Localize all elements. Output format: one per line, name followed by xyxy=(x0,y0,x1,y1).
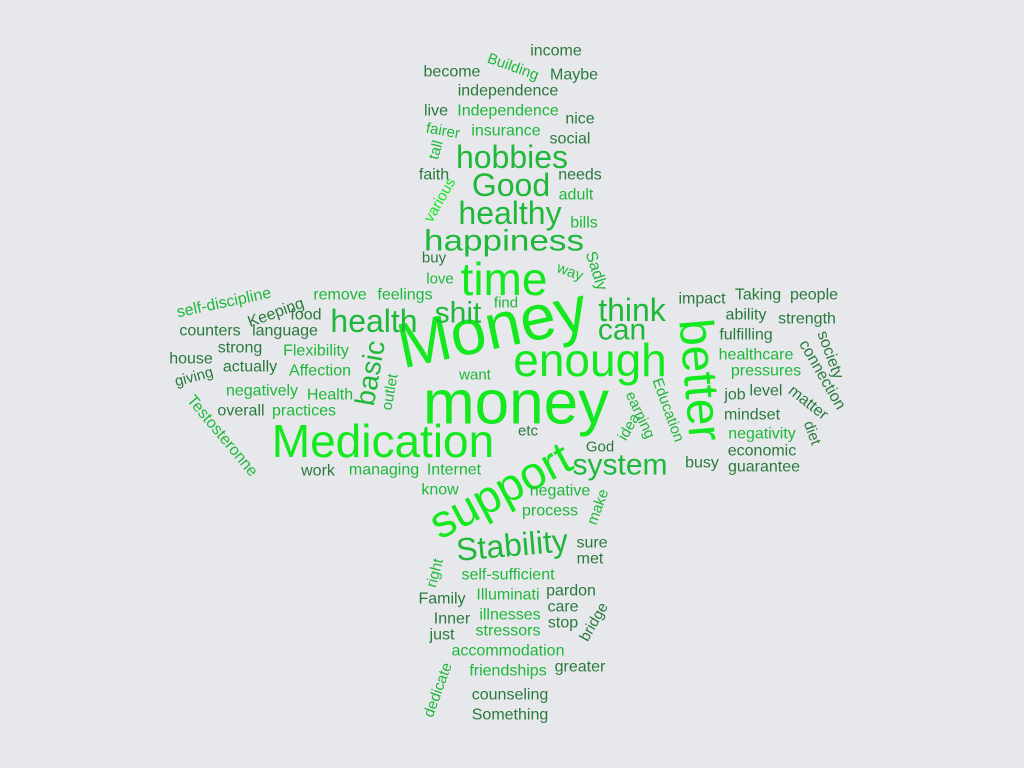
word-language: language xyxy=(252,323,318,340)
word-enough: enough xyxy=(513,334,667,386)
word-counters: counters xyxy=(179,323,240,340)
word-independence: Independence xyxy=(457,103,559,120)
word-internet: Internet xyxy=(427,462,482,479)
word-bills: bills xyxy=(570,215,598,232)
word-overall: overall xyxy=(217,403,264,420)
word-dedicate: dedicate xyxy=(420,660,455,719)
word-economic: economic xyxy=(728,443,796,460)
word-fairer: fairer xyxy=(425,120,462,143)
word-self-sufficient: self-sufficient xyxy=(461,567,555,584)
word-giving: giving xyxy=(173,364,215,391)
word-strength: strength xyxy=(778,311,836,328)
word-better: better xyxy=(668,317,731,444)
word-become: become xyxy=(424,64,481,81)
word-fulfilling: fulfilling xyxy=(719,327,772,344)
word-right: right xyxy=(423,556,447,589)
word-healthcare: healthcare xyxy=(719,347,794,364)
word-counseling: counseling xyxy=(472,687,549,704)
word-ability: ability xyxy=(726,307,767,324)
word-social: social xyxy=(550,131,591,148)
word-affection: Affection xyxy=(289,363,351,380)
word-medication: Medication xyxy=(272,415,494,467)
word-stop: stop xyxy=(548,615,578,632)
word-god: God xyxy=(586,439,614,456)
word-faith: faith xyxy=(419,167,449,184)
word-flexibility: Flexibility xyxy=(283,343,349,360)
word-illuminati: Illuminati xyxy=(476,587,539,604)
word-nice: nice xyxy=(565,111,594,128)
word-level: level xyxy=(750,383,783,400)
word-pardon: pardon xyxy=(546,583,596,600)
word-house: house xyxy=(169,351,213,368)
word-sure: sure xyxy=(576,535,607,552)
word-strong: strong xyxy=(218,340,262,357)
word-maybe: Maybe xyxy=(550,67,598,84)
word-remove: remove xyxy=(313,287,366,304)
word-health: health xyxy=(330,303,417,339)
word-met: met xyxy=(577,551,604,568)
word-etc: etc xyxy=(518,423,539,440)
word-bridge: bridge xyxy=(576,600,612,645)
word-can: can xyxy=(598,314,646,347)
word-income: income xyxy=(530,43,582,60)
word-needs: needs xyxy=(558,167,602,184)
word-food: food xyxy=(290,307,321,324)
word-health: Health xyxy=(307,387,353,404)
word-just: just xyxy=(429,627,455,644)
word-system: system xyxy=(572,449,667,482)
word-happiness: happiness xyxy=(424,225,584,258)
word-negative: negative xyxy=(530,483,591,500)
word-tall: tall xyxy=(425,139,446,162)
word-buy: buy xyxy=(422,250,447,267)
word-process: process xyxy=(522,503,578,520)
word-work: work xyxy=(300,463,336,480)
word-independence: independence xyxy=(458,83,559,100)
word-friendships: friendships xyxy=(469,663,546,680)
word-shit: shit xyxy=(435,297,482,330)
word-family: Family xyxy=(418,591,465,608)
word-sadly: Sadly xyxy=(582,249,611,292)
word-find: find xyxy=(494,295,518,312)
word-know: know xyxy=(421,482,459,499)
word-live: live xyxy=(424,103,448,120)
word-outlet: outlet xyxy=(378,372,401,412)
word-mindset: mindset xyxy=(724,407,781,424)
word-insurance: insurance xyxy=(471,123,540,140)
word-care: care xyxy=(547,599,578,616)
word-pressures: pressures xyxy=(731,363,801,380)
word-guarantee: guarantee xyxy=(728,459,800,476)
word-adult: adult xyxy=(559,187,594,204)
word-illnesses: illnesses xyxy=(479,607,540,624)
word-good: Good xyxy=(472,167,550,203)
word-hobbies: hobbies xyxy=(456,139,568,175)
word-impact: impact xyxy=(678,291,726,308)
word-negatively: negatively xyxy=(226,383,298,400)
word-taking: Taking xyxy=(735,287,781,304)
word-accommodation: accommodation xyxy=(452,643,565,660)
word-think: think xyxy=(598,292,667,328)
word-stressors: stressors xyxy=(476,623,541,640)
word-greater: greater xyxy=(555,659,606,676)
word-time: time xyxy=(461,253,548,305)
word-people: people xyxy=(790,287,838,304)
word-money: money xyxy=(423,369,609,438)
word-inner: Inner xyxy=(434,611,471,628)
word-want: want xyxy=(458,367,492,384)
word-feelings: feelings xyxy=(377,287,432,304)
word-managing: managing xyxy=(349,462,419,479)
word-something: Something xyxy=(472,707,549,724)
word-busy: busy xyxy=(685,455,719,472)
word-actually: actually xyxy=(223,359,277,376)
word-negativity: negativity xyxy=(728,426,796,443)
word-love: love xyxy=(426,271,454,288)
word-practices: practices xyxy=(272,403,336,420)
word-job: job xyxy=(723,387,745,404)
word-healthy: healthy xyxy=(458,195,561,231)
